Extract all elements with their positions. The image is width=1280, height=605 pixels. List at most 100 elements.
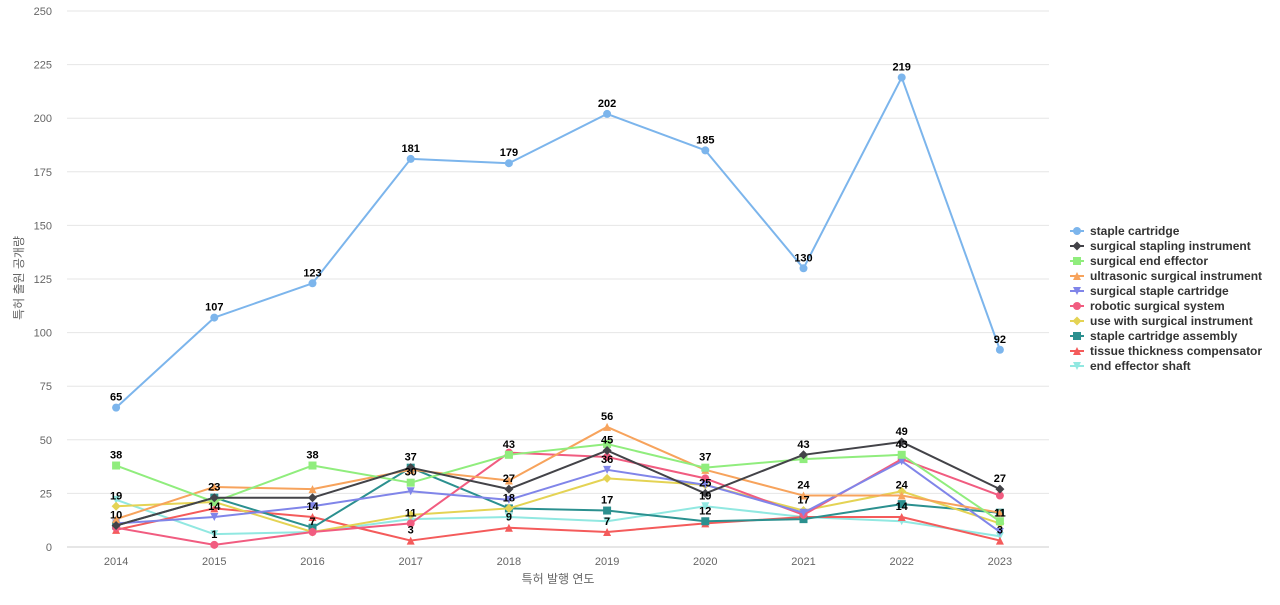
legend-item[interactable]: surgical stapling instrument: [1070, 239, 1251, 253]
data-label: 3: [997, 525, 1003, 537]
data-label: 25: [699, 477, 711, 489]
data-point: [995, 508, 1004, 517]
legend-item[interactable]: end effector shaft: [1070, 359, 1191, 373]
data-point: [210, 313, 219, 322]
data-point: [602, 473, 612, 483]
legend-label: staple cartridge: [1090, 224, 1180, 238]
grid-lines: [67, 10, 1049, 548]
series-line: [115, 498, 1001, 538]
series-9: [112, 495, 1004, 541]
data-point: [308, 279, 317, 288]
data-label: 7: [309, 516, 315, 528]
data-point: [406, 154, 415, 163]
y-tick-label: 25: [40, 488, 52, 500]
legend-marker-icon: [1073, 347, 1081, 355]
data-point: [701, 463, 710, 472]
y-axis-ticks: 0 25 50 75 100 125 150 175 200 225 250: [34, 6, 52, 554]
y-tick-label: 150: [34, 220, 52, 232]
x-tick-label: 2020: [693, 556, 717, 568]
legend-item[interactable]: staple cartridge: [1070, 224, 1180, 238]
data-point: [406, 463, 416, 473]
x-tick-label: 2015: [202, 556, 226, 568]
data-point: [799, 264, 808, 273]
legend-marker-icon: [1073, 332, 1081, 340]
data-point: [701, 517, 710, 526]
legend-item[interactable]: ultrasonic surgical instrument: [1070, 269, 1262, 283]
data-point: [799, 515, 808, 524]
x-tick-label: 2021: [791, 556, 815, 568]
data-label: 17: [601, 495, 613, 507]
data-label: 24: [797, 480, 810, 492]
y-tick-label: 200: [34, 113, 52, 125]
data-point: [308, 493, 317, 503]
series-6: [111, 473, 1005, 537]
data-point: [897, 512, 906, 521]
data-point: [603, 452, 612, 461]
x-tick-label: 2017: [398, 556, 422, 568]
data-point: [406, 487, 415, 496]
data-point: [210, 482, 219, 491]
data-point: [504, 159, 513, 168]
data-point: [112, 515, 121, 524]
data-point: [308, 485, 317, 494]
x-tick-label: 2014: [104, 556, 128, 568]
data-point: [406, 536, 415, 545]
data-label: 23: [208, 482, 220, 494]
y-tick-label: 125: [34, 274, 52, 286]
legend-item[interactable]: tissue thickness compensator: [1070, 344, 1262, 358]
data-point: [210, 530, 219, 539]
data-point: [308, 512, 317, 521]
data-label: 30: [405, 467, 417, 479]
data-point: [603, 506, 612, 515]
data-point: [406, 478, 415, 487]
legend-item[interactable]: surgical end effector: [1070, 254, 1208, 268]
data-point: [504, 476, 513, 485]
data-label: 37: [405, 452, 417, 464]
legend-item[interactable]: use with surgical instrument: [1070, 314, 1253, 328]
legend-item[interactable]: surgical staple cartridge: [1070, 284, 1229, 298]
data-point: [112, 403, 121, 412]
data-point: [897, 73, 906, 82]
legend-label: ultrasonic surgical instrument: [1090, 269, 1262, 283]
y-tick-label: 75: [40, 381, 52, 393]
data-label: 38: [110, 450, 122, 462]
data-label: 56: [601, 411, 613, 423]
y-tick-label: 100: [34, 328, 52, 340]
series-line: [116, 460, 1001, 533]
data-point: [602, 446, 612, 456]
legend-label: surgical staple cartridge: [1090, 284, 1229, 298]
x-tick-label: 2023: [988, 556, 1012, 568]
data-point: [799, 508, 808, 517]
data-point: [308, 502, 317, 511]
data-point: [406, 519, 415, 528]
data-point: [308, 461, 317, 470]
data-point: [897, 437, 907, 447]
data-point: [897, 491, 906, 500]
data-point: [406, 510, 416, 520]
data-label: 219: [893, 61, 911, 73]
x-axis-ticks: 2014 2015 2016 2017 2018 2019 2020 2021 2022 2023: [104, 556, 1012, 568]
data-label: 11: [994, 507, 1006, 519]
legend-marker-icon: [1073, 257, 1081, 265]
data-point: [701, 146, 710, 155]
data-point: [897, 486, 907, 496]
data-label: 14: [306, 501, 319, 513]
data-point: [210, 504, 219, 513]
legend-item[interactable]: staple cartridge assembly: [1070, 329, 1238, 343]
data-point: [603, 517, 612, 526]
series-line: [115, 440, 1001, 527]
data-label: 17: [797, 495, 809, 507]
data-label: 11: [405, 507, 417, 519]
legend-marker-icon: [1073, 272, 1081, 280]
data-point: [995, 536, 1004, 545]
legend-marker-icon: [1072, 241, 1082, 251]
data-point: [995, 491, 1004, 500]
data-point: [603, 422, 612, 431]
data-point: [112, 461, 121, 470]
data-label: 92: [994, 334, 1006, 346]
legend-item[interactable]: robotic surgical system: [1070, 299, 1225, 313]
data-point: [603, 440, 612, 449]
